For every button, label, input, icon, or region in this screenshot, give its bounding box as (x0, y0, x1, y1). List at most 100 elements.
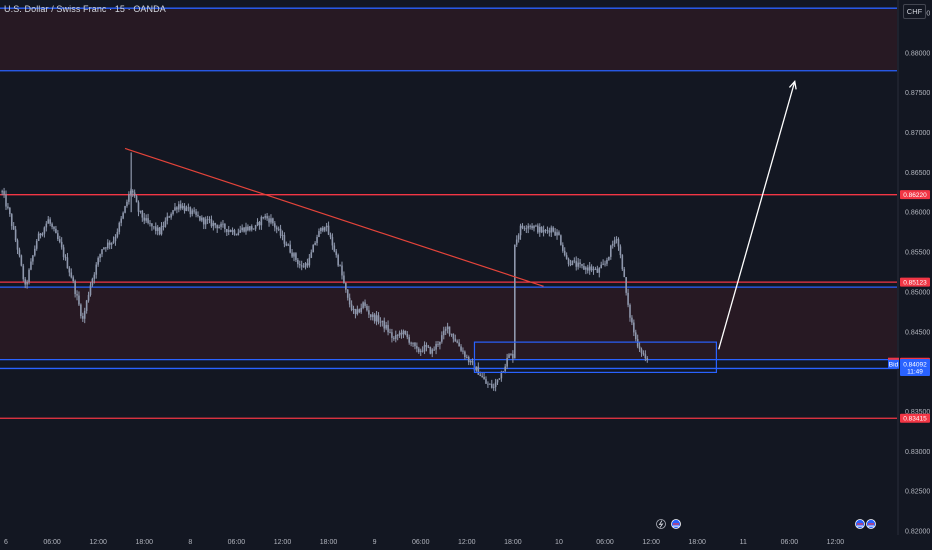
candle (446, 322, 449, 334)
candle (352, 305, 355, 314)
candle (137, 200, 140, 217)
candle-body (423, 344, 426, 352)
price-tag-label: Bid (889, 362, 899, 369)
candle (64, 254, 67, 261)
candle-body (427, 346, 430, 348)
candle (521, 223, 524, 230)
candle-body (519, 225, 522, 236)
candle (350, 300, 353, 312)
candle-body (214, 222, 217, 226)
candle-body (542, 230, 545, 233)
candle (560, 234, 562, 246)
candle (441, 331, 443, 344)
candle (431, 348, 434, 358)
candle (216, 224, 218, 233)
candle (158, 226, 161, 236)
candle-body (166, 216, 169, 221)
candle-body (312, 244, 314, 253)
candle (644, 350, 647, 362)
candle-body (408, 337, 410, 343)
candle-body (391, 332, 393, 338)
candle (385, 321, 387, 331)
candle (456, 339, 458, 344)
candle-body (254, 225, 257, 229)
candle (243, 227, 245, 233)
candle-body (535, 225, 537, 227)
price-tick-label: 0.82500 (905, 489, 930, 496)
candle (41, 232, 44, 237)
candle (110, 242, 113, 250)
candle-body (588, 266, 591, 271)
candle-body (377, 315, 380, 323)
candle (335, 249, 338, 258)
candle-body (274, 223, 276, 228)
candle-body (222, 223, 224, 225)
candle (391, 328, 393, 343)
candle (80, 303, 82, 319)
candle-body (32, 255, 34, 262)
candle-body (504, 366, 506, 372)
candle (318, 228, 320, 238)
candle (387, 320, 389, 336)
time-tick-label: 06:00 (781, 539, 799, 546)
candle (51, 222, 53, 230)
candle-body (525, 228, 528, 230)
candle (37, 231, 40, 242)
candle-body (573, 260, 576, 262)
price-tag-bg (900, 190, 930, 200)
candle (370, 313, 372, 321)
candle (627, 288, 629, 308)
candle-body (435, 344, 437, 350)
candle (490, 379, 493, 389)
candle (43, 226, 46, 238)
candle (454, 334, 457, 342)
candle (619, 244, 622, 259)
candle-body (30, 261, 32, 270)
candle (105, 246, 107, 252)
candle (398, 330, 401, 338)
candle (164, 217, 167, 228)
candle-body (337, 255, 339, 266)
candle (527, 223, 530, 234)
candle-body (226, 229, 228, 232)
candle-body (10, 214, 13, 227)
candle (176, 206, 178, 214)
candle (529, 224, 531, 230)
time-tick-label: 10 (555, 539, 563, 546)
candle (195, 208, 197, 218)
candle (147, 213, 149, 225)
currency-button[interactable]: CHF (903, 4, 926, 19)
time-tick-label: 12:00 (458, 539, 476, 546)
candle-body (596, 268, 599, 273)
candle-body (74, 281, 76, 295)
candle-body (39, 233, 42, 236)
candle (575, 256, 578, 271)
candle-body (352, 308, 355, 310)
candle-body (268, 218, 270, 223)
candle-body (26, 281, 28, 285)
candle-body (358, 309, 361, 313)
candle (531, 223, 533, 231)
candle-body (229, 230, 232, 232)
candle (494, 378, 497, 392)
candle-body (623, 269, 626, 278)
candle (237, 228, 240, 236)
candle (400, 329, 403, 339)
candle-body (14, 229, 17, 241)
candle-body (442, 330, 445, 336)
candle (633, 319, 635, 337)
candle-body (477, 366, 480, 375)
time-axis (0, 535, 932, 550)
candle-body (310, 252, 313, 258)
candle (371, 312, 374, 321)
candle-body (24, 279, 26, 285)
candle (546, 226, 549, 234)
candle (39, 232, 42, 239)
candle (245, 222, 247, 235)
candle (141, 209, 144, 222)
candle-body (577, 262, 579, 267)
candle-body (89, 285, 92, 295)
candle-body (28, 269, 30, 282)
candle-body (379, 321, 382, 323)
